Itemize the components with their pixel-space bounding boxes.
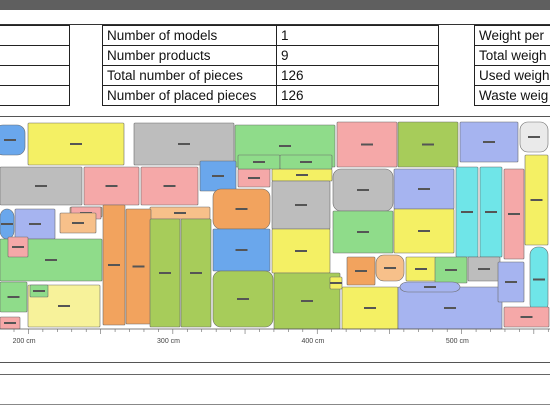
stats-right-label: Weight per: [474, 25, 550, 46]
stats-row: Number products 9: [102, 45, 439, 66]
piece-label-mark: [357, 231, 369, 233]
piece-label-mark: [70, 143, 82, 145]
piece-label-mark: [533, 278, 545, 281]
piece-label-mark: [530, 199, 543, 201]
ruler: 200 cm 300 cm 400 cm 500 cm: [0, 328, 550, 345]
piece-label-mark: [163, 185, 176, 187]
stats-value: 1: [276, 25, 439, 46]
piece-label-mark: [35, 185, 47, 187]
piece-label-mark: [330, 282, 342, 284]
piece-label-mark: [33, 290, 45, 292]
piece-label-mark: [279, 145, 291, 147]
piece-label-mark: [159, 272, 171, 274]
stats-left-cell: [0, 25, 70, 46]
ruler-tick-label: 200 cm: [13, 338, 36, 345]
piece-label-mark: [253, 161, 265, 163]
stats-left-cell: [0, 65, 70, 86]
stats-label: Total number of pieces: [102, 65, 277, 86]
piece-label-mark: [528, 136, 540, 138]
piece-label-mark: [355, 270, 367, 272]
piece-label-mark: [295, 250, 307, 252]
piece-label-mark: [415, 268, 427, 270]
stats-left-cell: [0, 45, 70, 66]
piece-label-mark: [212, 175, 224, 177]
piece-label-mark: [445, 269, 457, 271]
piece-label-mark: [300, 161, 312, 163]
stats-value: 9: [276, 45, 439, 66]
piece-label-mark: [478, 268, 490, 270]
stats-row: Number of placed pieces 126: [102, 85, 439, 106]
piece-label-mark: [105, 185, 118, 187]
piece-label-mark: [295, 204, 307, 206]
stats-label: Number of placed pieces: [102, 85, 277, 106]
piece-label-mark: [12, 246, 24, 248]
stats-label: Number products: [102, 45, 277, 66]
piece-label-mark: [364, 307, 376, 309]
piece-label-mark: [461, 211, 473, 213]
piece-label-mark: [7, 296, 20, 298]
piece-label-mark: [45, 259, 57, 261]
piece-label-mark: [483, 141, 495, 143]
piece-label-mark: [4, 322, 16, 324]
piece-label-mark: [58, 305, 70, 307]
piece-label-mark: [422, 143, 434, 146]
header-rule: [0, 10, 550, 25]
stats-table-left: [0, 25, 70, 106]
piece-label-mark: [505, 281, 517, 283]
stats-table: Number of models 1 Number products 9 Tot…: [102, 25, 439, 106]
piece-label-mark: [418, 188, 430, 190]
footer-rule: [0, 374, 550, 375]
ruler-tick-label: 500 cm: [446, 338, 469, 345]
piece-label-mark: [190, 272, 202, 274]
stats-right-label: Used weigh: [474, 65, 550, 86]
piece-label-mark: [424, 286, 436, 288]
stats-label: Number of models: [102, 25, 277, 46]
pieces-layer: [0, 121, 550, 330]
piece-label-mark: [418, 230, 430, 232]
stats-row: Total number of pieces 126: [102, 65, 439, 86]
stats-left-cell: [0, 85, 70, 106]
stats-value: 126: [276, 65, 439, 86]
marker-layout: 200 cm 300 cm 400 cm 500 cm: [0, 116, 550, 363]
ruler-tick-label: 300 cm: [157, 338, 180, 345]
piece-label-mark: [444, 307, 456, 309]
piece-label-mark: [174, 212, 186, 214]
piece-label-mark: [108, 264, 120, 266]
piece-label-mark: [248, 177, 260, 179]
piece-label-mark: [4, 139, 16, 141]
piece-label-mark: [361, 143, 373, 146]
piece-label-mark: [178, 143, 190, 145]
piece-label-mark: [235, 208, 248, 210]
stats-right-label: Total weigh: [474, 45, 550, 66]
piece-label-mark: [296, 174, 308, 176]
stats-value: 126: [276, 85, 439, 106]
piece-label-mark: [384, 267, 396, 269]
piece-label-mark: [301, 300, 313, 302]
piece-label-mark: [357, 189, 369, 191]
stats-row: Number of models 1: [102, 25, 439, 46]
marker-canvas: 200 cm 300 cm 400 cm 500 cm: [0, 121, 550, 345]
stats-table-right: Weight per Total weigh Used weigh Waste …: [474, 25, 550, 106]
window-top-bar: [0, 0, 550, 10]
piece-label-mark: [485, 211, 497, 213]
stats-right-label: Waste weig: [474, 85, 550, 106]
ruler-tick-label: 400 cm: [301, 338, 324, 345]
piece-label-mark: [29, 223, 41, 225]
piece-label-mark: [237, 298, 249, 300]
piece-label-mark: [1, 223, 13, 225]
piece-label-mark: [132, 265, 145, 268]
piece-label-mark: [508, 213, 520, 215]
footer-rule-bottom: [0, 404, 550, 405]
piece-label-mark: [520, 316, 533, 318]
piece-label-mark: [72, 222, 84, 224]
piece-label-mark: [235, 249, 248, 251]
